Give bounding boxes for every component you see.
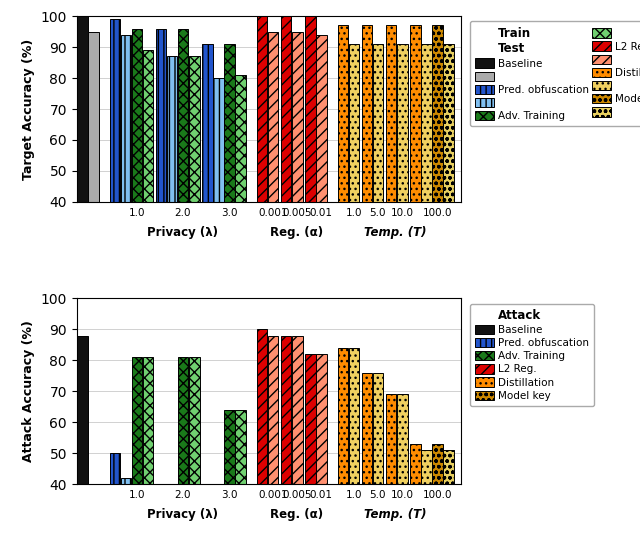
Text: Reg. (α): Reg. (α) xyxy=(271,508,324,521)
Bar xyxy=(433,444,443,484)
Bar xyxy=(143,50,154,202)
Bar xyxy=(132,357,142,484)
Bar xyxy=(362,373,372,484)
Bar xyxy=(268,32,278,202)
Bar xyxy=(281,16,291,202)
Bar xyxy=(121,478,131,484)
Text: Privacy (λ): Privacy (λ) xyxy=(147,508,218,521)
Bar xyxy=(132,29,142,202)
Bar xyxy=(373,373,383,484)
Bar xyxy=(349,348,359,484)
Bar xyxy=(281,336,291,484)
Bar xyxy=(167,56,177,202)
Bar xyxy=(189,357,200,484)
Bar xyxy=(213,78,223,202)
Bar xyxy=(236,410,246,484)
Bar xyxy=(362,25,372,202)
Bar xyxy=(338,25,348,202)
Bar xyxy=(189,56,200,202)
Bar xyxy=(316,354,326,484)
Bar xyxy=(236,75,246,202)
Legend: Train, Test, Baseline, , Pred. obfuscation, , Adv. Training, , L2 Reg., , Distil: Train, Test, Baseline, , Pred. obfuscati… xyxy=(470,22,640,126)
Bar xyxy=(444,450,454,484)
Text: Reg. (α): Reg. (α) xyxy=(271,226,324,239)
Bar xyxy=(77,16,88,202)
Legend: Attack, Baseline, Pred. obfuscation, Adv. Training, L2 Reg., Distillation, Model: Attack, Baseline, Pred. obfuscation, Adv… xyxy=(470,303,594,406)
Bar xyxy=(202,44,212,202)
Bar xyxy=(225,410,235,484)
Bar xyxy=(88,32,99,202)
Y-axis label: Target Accuracy (%): Target Accuracy (%) xyxy=(22,38,35,180)
Bar xyxy=(373,44,383,202)
Bar xyxy=(421,450,432,484)
Bar xyxy=(178,29,189,202)
Text: Temp. (T): Temp. (T) xyxy=(364,226,427,239)
Bar xyxy=(110,453,120,484)
Bar xyxy=(444,44,454,202)
Bar xyxy=(386,394,397,484)
Bar xyxy=(397,44,408,202)
Bar xyxy=(305,16,316,202)
Bar xyxy=(225,44,235,202)
Bar xyxy=(421,44,432,202)
Bar xyxy=(433,25,443,202)
Bar xyxy=(410,444,420,484)
Bar xyxy=(305,354,316,484)
Bar xyxy=(257,16,268,202)
Text: Privacy (λ): Privacy (λ) xyxy=(147,226,218,239)
Bar xyxy=(316,35,326,202)
Y-axis label: Attack Accuracy (%): Attack Accuracy (%) xyxy=(22,321,35,462)
Bar xyxy=(257,329,268,484)
Bar xyxy=(338,348,348,484)
Bar xyxy=(397,394,408,484)
Bar xyxy=(292,336,303,484)
Bar xyxy=(410,25,420,202)
Bar xyxy=(178,357,189,484)
Bar xyxy=(268,336,278,484)
Bar xyxy=(349,44,359,202)
Bar xyxy=(121,35,131,202)
Bar xyxy=(110,19,120,202)
Bar xyxy=(292,32,303,202)
Text: Temp. (T): Temp. (T) xyxy=(364,508,427,521)
Bar xyxy=(386,25,397,202)
Bar xyxy=(143,357,154,484)
Bar xyxy=(77,336,88,484)
Bar xyxy=(156,29,166,202)
